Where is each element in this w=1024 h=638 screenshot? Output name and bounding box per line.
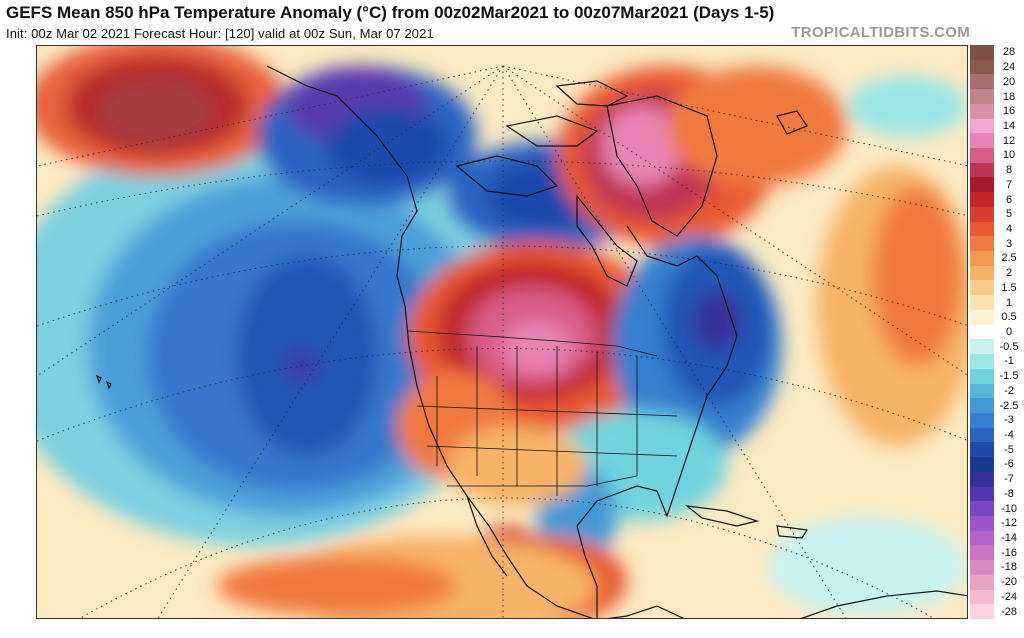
borders	[406, 330, 678, 496]
legend-label: -2.5	[999, 399, 1019, 412]
legend-swatch	[970, 457, 994, 473]
legend-label: 1.5	[1001, 281, 1017, 294]
legend-swatch	[970, 118, 994, 134]
legend-swatch	[970, 383, 994, 399]
legend-label: 0	[1005, 326, 1013, 338]
legend-label: -7	[1004, 473, 1014, 486]
legend-swatch	[970, 398, 994, 414]
map-title: GEFS Mean 850 hPa Temperature Anomaly (°…	[6, 3, 775, 22]
legend-label: -20	[1001, 576, 1017, 589]
legend-label: -10	[1001, 502, 1017, 515]
legend-swatch	[970, 265, 994, 281]
legend-label: 2	[1005, 267, 1013, 280]
legend-swatch	[970, 442, 994, 458]
legend-swatch	[970, 89, 994, 105]
anomaly-map	[36, 45, 968, 619]
legend-swatch	[970, 177, 994, 193]
legend-label: 3	[1005, 237, 1013, 250]
legend-swatch	[970, 589, 994, 605]
legend-swatch	[970, 412, 994, 429]
legend-swatch	[970, 295, 994, 311]
legend-swatch	[970, 236, 994, 252]
legend-swatch	[970, 251, 994, 267]
legend-label: -6	[1004, 458, 1014, 471]
legend-label: -12	[1001, 517, 1017, 530]
legend-label: 6	[1005, 193, 1013, 206]
legend-label: 28	[1002, 46, 1016, 59]
legend-label: -8	[1004, 487, 1014, 500]
legend-swatch	[970, 148, 994, 164]
legend-label: 10	[1002, 149, 1016, 162]
coastlines	[95, 65, 967, 618]
map-subtitle: Init: 00z Mar 02 2021 Forecast Hour: [12…	[6, 26, 434, 41]
legend-swatch	[970, 574, 994, 591]
legend-swatch	[970, 486, 994, 502]
legend-swatch	[970, 59, 994, 75]
legend-swatch	[970, 545, 994, 561]
legend-swatch	[970, 309, 994, 326]
legend-label: -1	[1004, 355, 1014, 368]
legend-swatch	[970, 103, 994, 120]
legend-swatch	[970, 501, 994, 517]
legend-label: 12	[1002, 134, 1016, 147]
color-legend-labels: 28 24 20 18 16 14 12 10 8 7 6 5 4 3 2.5 2 1.5 1 0.5 0 -0.5 -1…	[970, 45, 1024, 619]
legend-swatch	[970, 604, 994, 620]
legend-swatch	[970, 471, 994, 488]
legend-swatch	[970, 133, 994, 149]
legend-swatch	[970, 354, 994, 370]
legend-label: 16	[1002, 105, 1016, 118]
legend-label: 0.5	[1001, 311, 1017, 324]
legend-swatch	[970, 368, 994, 384]
legend-label: 24	[1002, 61, 1016, 74]
legend-swatch	[970, 515, 994, 532]
legend-label: -5	[1004, 443, 1014, 456]
legend-swatch	[970, 530, 994, 546]
legend-swatch	[970, 74, 994, 90]
legend-label: -4	[1004, 429, 1014, 442]
legend-label: 14	[1002, 119, 1016, 132]
legend-label: -2	[1004, 384, 1014, 397]
legend-swatch	[970, 324, 994, 340]
anomaly-shading	[37, 46, 967, 618]
legend-swatch	[970, 280, 994, 296]
legend-swatch	[970, 427, 994, 443]
legend-swatch	[970, 221, 994, 237]
legend-label: -28	[1001, 605, 1017, 618]
legend-label: -0.5	[999, 340, 1019, 353]
legend-label: -3	[1004, 414, 1014, 427]
legend-swatch	[970, 162, 994, 178]
legend-label: -18	[1001, 561, 1017, 574]
legend-swatch	[970, 192, 994, 208]
legend-label: 1	[1005, 296, 1013, 309]
legend-swatch	[970, 206, 994, 223]
color-legend	[970, 45, 994, 620]
legend-label: 18	[1002, 90, 1016, 103]
legend-swatch	[970, 45, 994, 61]
brand-watermark: TROPICALTIDBITS.COM	[791, 24, 970, 41]
legend-swatch	[970, 560, 994, 576]
legend-label: 5	[1005, 208, 1013, 221]
legend-label: -24	[1001, 590, 1017, 603]
legend-label: 20	[1002, 75, 1016, 88]
graticule	[37, 65, 967, 618]
legend-label: -16	[1001, 546, 1017, 559]
legend-swatch	[970, 339, 994, 355]
legend-label: 7	[1005, 178, 1013, 191]
legend-label: 8	[1005, 164, 1013, 177]
anomaly-map-canvas	[37, 46, 967, 618]
legend-label: 4	[1005, 222, 1013, 235]
legend-label: 2.5	[1001, 252, 1017, 265]
legend-label: -1.5	[999, 370, 1019, 383]
legend-label: -14	[1001, 532, 1017, 545]
